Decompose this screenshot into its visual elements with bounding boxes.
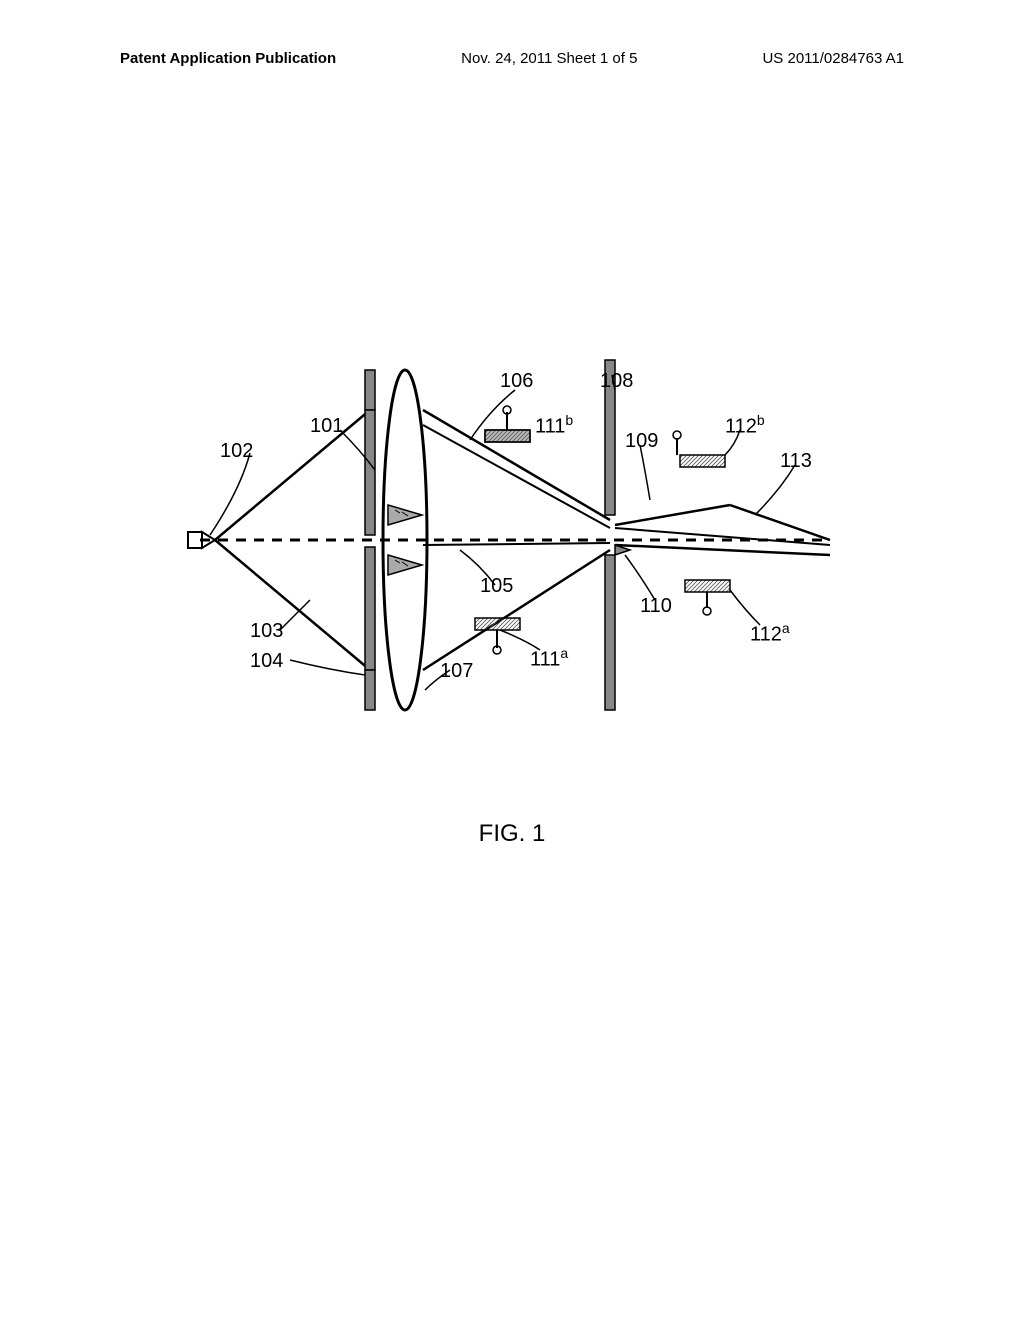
- label-110: 110: [640, 595, 672, 618]
- label-111b: 111b: [535, 412, 573, 439]
- label-108: 108: [600, 370, 633, 393]
- label-106: 106: [500, 370, 533, 393]
- label-104: 104: [250, 650, 283, 673]
- figure-caption: FIG. 1: [0, 820, 1024, 848]
- label-102: 102: [220, 440, 253, 463]
- header-left: Patent Application Publication: [120, 50, 336, 67]
- header-right: US 2011/0284763 A1: [762, 50, 904, 67]
- label-107: 107: [440, 660, 473, 683]
- label-113: 113: [780, 450, 812, 473]
- label-109: 109: [625, 430, 658, 453]
- header-center: Nov. 24, 2011 Sheet 1 of 5: [461, 50, 637, 67]
- figure-diagram: 101 102 103 104 105 106 107 108 109 110 …: [180, 350, 840, 730]
- label-111a: 111a: [530, 645, 568, 672]
- label-101: 101: [310, 415, 343, 438]
- label-112a: 112a: [750, 620, 790, 647]
- label-105: 105: [480, 575, 513, 598]
- label-112b: 112b: [725, 412, 765, 439]
- label-103: 103: [250, 620, 283, 643]
